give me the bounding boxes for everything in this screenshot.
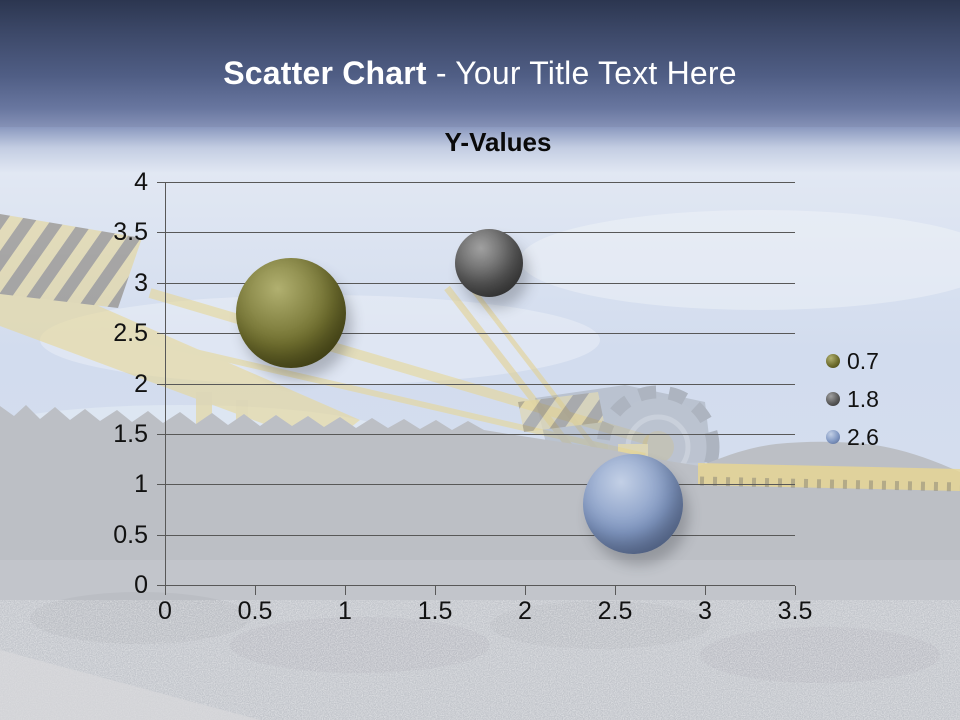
x-axis-tick — [795, 586, 796, 595]
x-axis-tick-label: 0 — [158, 597, 172, 625]
coal-light-wedge — [0, 650, 260, 720]
x-axis-tick-label: 3.5 — [777, 597, 813, 625]
slide-title-rest: - Your Title Text Here — [426, 55, 737, 91]
legend-marker-icon — [826, 354, 840, 368]
x-axis-tick — [435, 586, 436, 595]
cloud — [520, 210, 960, 310]
bubble-2-6[interactable] — [583, 454, 683, 555]
y-axis-tick-label: 0.5 — [113, 520, 148, 549]
gridline-y-0 — [157, 585, 795, 586]
y-axis-tick-label: 3.5 — [113, 218, 148, 247]
x-axis-tick-label: 0.5 — [237, 597, 273, 625]
legend-label: 2.6 — [847, 423, 879, 450]
bubble-1-8[interactable] — [455, 228, 523, 297]
gridline-y-1-5 — [157, 433, 795, 435]
excavator-conveyor — [698, 463, 960, 492]
x-axis-tick-label: 2.5 — [597, 597, 633, 625]
x-axis-tick-label: 1.5 — [417, 597, 453, 625]
legend-label: 0.7 — [847, 347, 879, 374]
legend-marker-icon — [826, 430, 840, 444]
x-axis-tick — [255, 586, 256, 595]
x-axis-tick — [525, 586, 526, 595]
y-axis-tick-label: 1 — [134, 470, 148, 499]
legend-marker-icon — [826, 392, 840, 406]
x-axis-tick-label: 2 — [518, 597, 532, 625]
y-axis-tick-label: 2.5 — [113, 319, 148, 348]
legend-label: 1.8 — [847, 385, 879, 412]
gridline-y-4 — [157, 182, 795, 183]
x-axis-tick — [705, 586, 706, 595]
y-axis-tick-label: 2 — [134, 369, 148, 398]
title-band — [0, 0, 960, 127]
y-axis-tick-label: 4 — [134, 168, 148, 196]
title-band-fade — [0, 127, 960, 173]
y-axis-tick-label: 0 — [134, 571, 148, 599]
x-axis-tick — [165, 586, 166, 595]
bubble-0-7[interactable] — [236, 257, 346, 368]
x-axis-tick-label: 1 — [338, 597, 352, 625]
legend-item-2-6[interactable]: 2.6 — [826, 418, 879, 456]
y-axis-tick-label: 1.5 — [113, 419, 148, 448]
y-axis-line — [165, 182, 166, 585]
x-axis-tick-label: 3 — [698, 597, 712, 625]
legend-item-1-8[interactable]: 1.8 — [826, 380, 879, 418]
x-axis-tick — [345, 586, 346, 595]
gridline-y-2 — [157, 383, 795, 385]
gridline-y-1 — [157, 484, 795, 486]
x-axis-tick — [615, 586, 616, 595]
gridline-y-0-5 — [157, 534, 795, 536]
chart-legend[interactable]: 0.7 1.8 2.6 — [826, 342, 879, 456]
gridline-y-2-5 — [157, 333, 795, 335]
slide-title[interactable]: Scatter Chart - Your Title Text Here — [0, 55, 960, 92]
slide-title-bold: Scatter Chart — [223, 55, 427, 91]
chart-title: Y-Values — [444, 127, 552, 157]
legend-item-0-7[interactable]: 0.7 — [826, 342, 879, 380]
y-axis-tick-label: 3 — [134, 268, 148, 297]
